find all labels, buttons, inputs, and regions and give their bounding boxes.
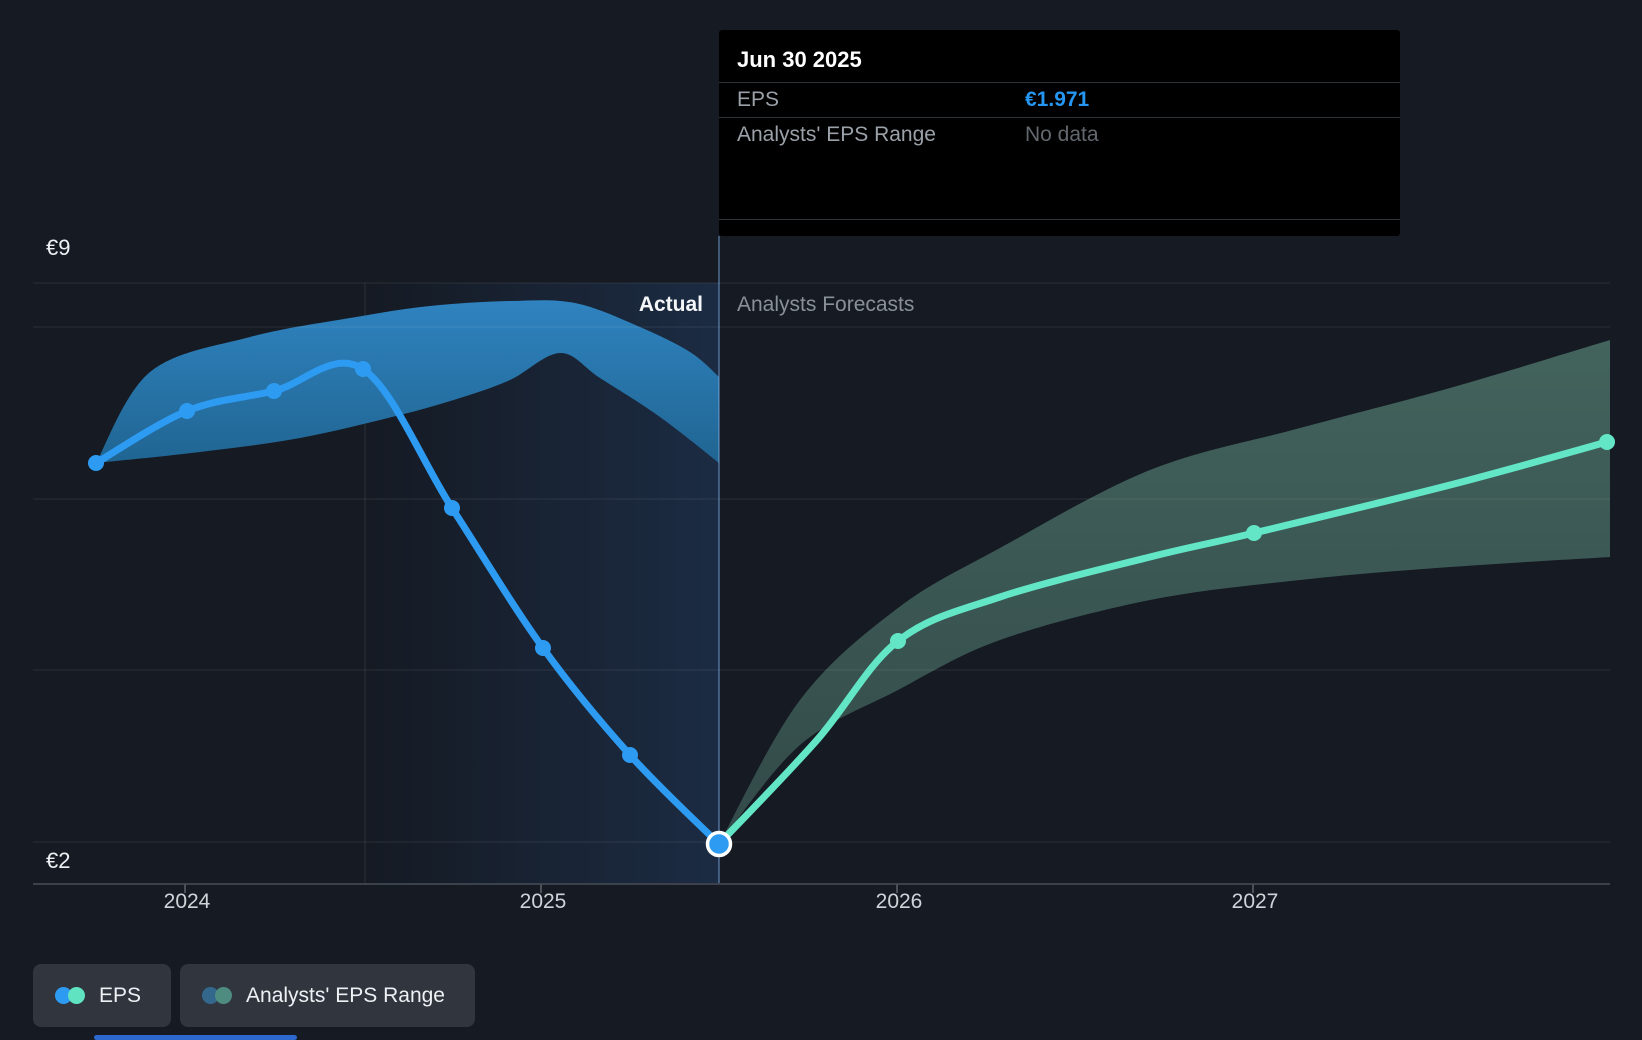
analysts-range-band-forecast (719, 340, 1610, 844)
forecast-data-point[interactable] (890, 633, 906, 649)
y-axis-label-max: €9 (46, 235, 71, 260)
tooltip-eps-value: €1.971 (1025, 88, 1090, 111)
legend-chip-analysts-eps-range[interactable]: Analysts' EPS Range (180, 964, 475, 1027)
y-axis-label-min: €2 (46, 848, 71, 873)
x-axis-year-label: 2025 (519, 890, 567, 913)
actual-section-label: Actual (638, 293, 703, 316)
timeline-scrubber[interactable] (94, 1035, 297, 1040)
x-axis-year-label: 2027 (1231, 890, 1279, 913)
selected-data-point[interactable] (705, 830, 733, 858)
tooltip-eps-row: EPS €1.971 (719, 83, 1400, 117)
legend-series-dots-icon (55, 987, 85, 1004)
actual-data-point[interactable] (266, 383, 282, 399)
chart-legend: EPS Analysts' EPS Range (33, 964, 475, 1027)
eps-forecast-line (715, 438, 1611, 848)
analysts-range-band-actual (96, 300, 719, 463)
x-axis-year-label: 2024 (163, 890, 211, 913)
chart-tooltip: Jun 30 2025 EPS €1.971 Analysts' EPS Ran… (719, 30, 1400, 236)
tooltip-divider (719, 117, 1400, 118)
tooltip-range-value: No data (1025, 123, 1099, 146)
tooltip-eps-label: EPS (737, 88, 780, 111)
actual-data-point[interactable] (444, 500, 460, 516)
analysts-forecasts-section-label: Analysts Forecasts (737, 293, 915, 316)
forecast-data-point[interactable] (1599, 434, 1615, 450)
tooltip-date-title: Jun 30 2025 (737, 47, 862, 72)
actual-data-point[interactable] (88, 455, 104, 471)
legend-label: Analysts' EPS Range (246, 983, 445, 1007)
forecast-data-point[interactable] (1246, 525, 1262, 541)
legend-chip-eps[interactable]: EPS (33, 964, 172, 1027)
legend-label: EPS (99, 983, 142, 1007)
eps-actual-line (92, 359, 723, 848)
actual-data-point[interactable] (355, 361, 371, 377)
tooltip-range-label: Analysts' EPS Range (737, 123, 936, 146)
tooltip-divider (719, 82, 1400, 83)
x-axis-year-label: 2026 (875, 890, 923, 913)
legend-series-dots-icon (202, 987, 233, 1004)
actual-data-point[interactable] (179, 403, 195, 419)
tooltip-divider (719, 219, 1400, 220)
tooltip-range-row: Analysts' EPS Range No data (719, 118, 1400, 152)
actual-data-point[interactable] (622, 747, 638, 763)
actual-data-point[interactable] (535, 640, 551, 656)
